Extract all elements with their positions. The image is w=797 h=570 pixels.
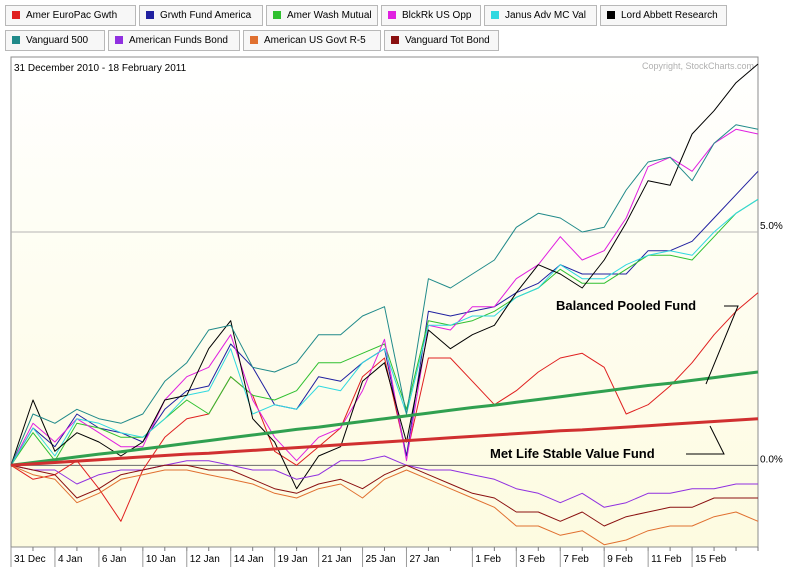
series-line-amer-europac-gwth [10,292,759,522]
series-line-american-us-govt-r-5 [10,464,759,546]
series-line-vanguard-500 [10,124,759,466]
annotation-pointer-metlife [686,425,725,455]
x-tick-label: 9 Feb [607,554,633,565]
x-tick-label: 10 Jan [146,554,176,565]
date-range-label: 31 December 2010 - 18 February 2011 [14,63,187,74]
legend-item-amer-wash-mutual[interactable]: Amer Wash Mutual [266,5,378,26]
x-tick-label: 14 Jan [234,554,264,565]
y-axis: 0.0% 5.0% [760,221,783,465]
copyright-label: Copyright, StockCharts.com [642,61,754,71]
annotation-met-life-stable-value-fund: Met Life Stable Value Fund [490,446,655,461]
legend-label: American Funds Bond [129,35,228,46]
series-line-lord-abbett-research [10,63,759,490]
x-tick-label: 7 Feb [563,554,589,565]
legend-label: BlckRk US Opp [402,10,472,21]
x-tick-label: 15 Feb [695,554,727,565]
x-tick-label: 19 Jan [278,554,308,565]
legend-item-amer-europac-gwth[interactable]: Amer EuroPac Gwth [5,5,136,26]
legend-label: American US Govt R-5 [264,35,366,46]
legend-label: Lord Abbett Research [621,10,718,21]
x-axis: 31 Dec 4 Jan 6 Jan 10 Jan 12 Jan 14 Jan 19 Jan… [10,547,759,567]
x-tick-label: 31 Dec [14,554,46,565]
legend-label: Amer EuroPac Gwth [26,10,118,21]
legend-swatch [12,11,20,19]
legend-swatch [273,11,281,19]
legend-item-janus-adv-mc-val[interactable]: Janus Adv MC Val [484,5,597,26]
annotation-balanced-pooled-fund: Balanced Pooled Fund [556,298,696,313]
x-tick-label: 11 Feb [651,554,682,565]
legend-swatch [115,36,123,44]
legend-item-american-funds-bond[interactable]: American Funds Bond [108,30,240,51]
legend-item-blckrk-us-opp[interactable]: BlckRk US Opp [381,5,481,26]
grid-lines [11,231,758,466]
x-tick-label: 27 Jan [409,554,439,565]
legend-swatch [146,11,154,19]
annotations: Balanced Pooled Fund Met Life Stable Val… [490,298,739,461]
legend-swatch [491,11,499,19]
x-tick-label: 4 Jan [58,554,82,565]
x-tick-label: 6 Jan [102,554,126,565]
legend-swatch [388,11,396,19]
x-tick-label: 25 Jan [366,554,396,565]
legend-label: Vanguard Tot Bond [405,35,490,46]
chart-legend: Amer EuroPac Gwth Grwth Fund America Ame… [0,0,797,54]
x-tick-label: 12 Jan [190,554,220,565]
legend-swatch [12,36,20,44]
y-tick-label: 5.0% [760,221,783,232]
legend-label: Grwth Fund America [160,10,252,21]
legend-swatch [607,11,615,19]
legend-swatch [391,36,399,44]
series-line-vanguard-tot-bond [10,464,758,527]
legend-item-grwth-fund-america[interactable]: Grwth Fund America [139,5,263,26]
y-tick-label: 0.0% [760,454,783,465]
legend-label: Amer Wash Mutual [287,10,372,21]
annotation-pointer-balanced [705,305,739,385]
series-line-american-funds-bond [10,455,758,508]
legend-label: Vanguard 500 [26,35,89,46]
x-tick-label: 3 Feb [519,554,545,565]
series-line-balanced-pooled-fund [10,370,759,467]
legend-label: Janus Adv MC Val [505,10,586,21]
legend-item-american-us-govt-r5[interactable]: American US Govt R-5 [243,30,381,51]
legend-swatch [250,36,258,44]
series-line-janus-adv-mc-val [10,198,759,466]
series-lines [10,63,759,546]
series-line-met-life-stable-value-fund [10,417,759,467]
x-tick-label: 1 Feb [475,554,501,565]
legend-item-vanguard-500[interactable]: Vanguard 500 [5,30,105,51]
legend-item-lord-abbett-research[interactable]: Lord Abbett Research [600,5,727,26]
series-line-amer-wash-mutual [10,198,759,466]
x-tick-label: 21 Jan [322,554,352,565]
legend-item-vanguard-tot-bond[interactable]: Vanguard Tot Bond [384,30,499,51]
